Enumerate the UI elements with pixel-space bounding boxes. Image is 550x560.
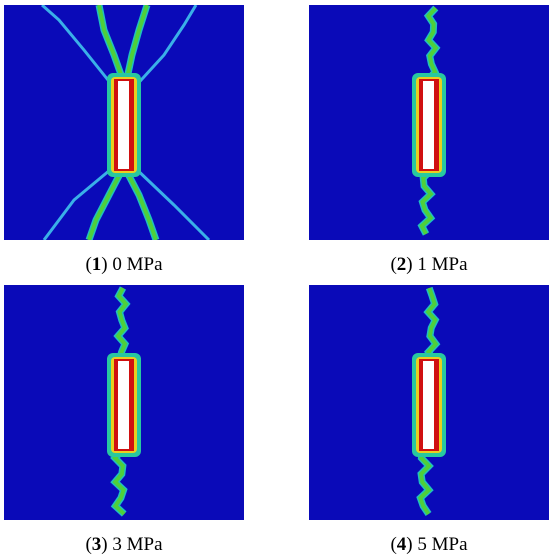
caption-text: ( [85,534,92,555]
crack [425,6,439,82]
panel: (4) 5 MPa [309,285,549,556]
panel-number: 2 [396,254,407,275]
crack [42,163,117,240]
caption-text: ) 0 MPa [101,254,163,275]
crack [115,287,129,361]
panel-number: 4 [396,534,407,555]
simulation-image [4,5,244,240]
panel: (1) 0 MPa [4,5,244,276]
panel-number: 1 [91,254,102,275]
slot [118,361,129,449]
caption: (4) 5 MPa [309,534,549,556]
simulation-image [4,285,244,520]
simulation-image [309,285,549,520]
panel-number: 3 [91,534,102,555]
crack [87,169,124,240]
caption-text: ) 1 MPa [406,254,468,275]
crack [97,5,126,84]
crack [124,169,158,240]
slot [423,81,434,169]
caption: (3) 3 MPa [4,534,244,556]
crack [425,287,439,362]
slot [118,81,129,169]
caption-text: ) 5 MPa [406,534,468,555]
simulation-image [309,5,549,240]
caption-text: ( [85,254,92,275]
slot [423,361,434,449]
caption-text: ( [390,534,397,555]
caption-text: ( [390,254,397,275]
crack [112,448,126,516]
caption: (2) 1 MPa [309,254,549,276]
crack [41,5,118,91]
panel: (2) 1 MPa [309,5,549,276]
crack [130,163,211,240]
caption: (1) 0 MPa [4,254,244,276]
crack [419,168,434,235]
crack [124,5,149,84]
panel: (3) 3 MPa [4,285,244,556]
crack [130,5,198,92]
crack [418,449,432,516]
caption-text: ) 3 MPa [101,534,163,555]
